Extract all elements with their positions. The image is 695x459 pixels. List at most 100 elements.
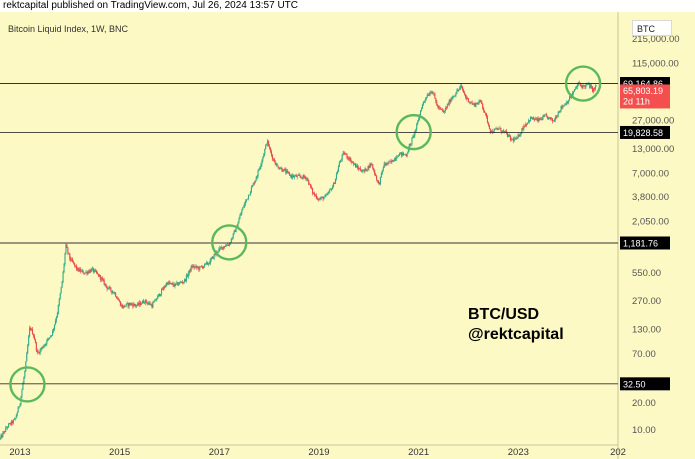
candle-body [179, 282, 181, 285]
candle-body [358, 168, 360, 170]
candle-body [274, 161, 276, 165]
candle-body [96, 272, 99, 274]
candle-body [94, 270, 96, 273]
candle-body [369, 163, 371, 168]
candle-body [216, 251, 218, 253]
candle-body [266, 144, 268, 146]
candle-body [515, 137, 517, 140]
candle-body [165, 283, 167, 286]
candle-body [581, 85, 583, 88]
candle-body [156, 298, 158, 301]
candle-body [36, 350, 38, 352]
candle-body [205, 262, 208, 264]
candle-body [322, 196, 324, 200]
candle-body [64, 253, 66, 264]
candle-body [204, 263, 207, 265]
candle-body [355, 163, 357, 168]
candle-body [268, 146, 271, 148]
candle-body [265, 144, 267, 150]
candle-body [475, 103, 477, 107]
candle-body [122, 305, 124, 309]
candle-body [529, 117, 532, 122]
candle-body [198, 267, 200, 270]
candle-body [449, 100, 451, 103]
candle-body [63, 263, 65, 273]
candle-body [398, 153, 401, 156]
y-tick-label: 70.00 [632, 349, 656, 360]
candle-body [450, 99, 452, 103]
candle-body [71, 259, 73, 261]
candle-body [576, 84, 578, 88]
candle-body [300, 176, 302, 178]
candle-body [57, 305, 59, 314]
candle-body [501, 131, 503, 133]
candle-body [37, 351, 39, 353]
candle-body [315, 195, 317, 199]
candle-body [152, 302, 154, 308]
candle-body [150, 304, 152, 306]
candle-body [433, 93, 435, 95]
candle-body [161, 289, 164, 290]
candle-body [172, 283, 174, 286]
candle-body [253, 183, 255, 184]
candle-body [567, 101, 569, 103]
candle-body [21, 389, 23, 397]
candle-body [595, 85, 597, 87]
candle-body [224, 246, 226, 248]
candle-body [100, 277, 102, 280]
candle-body [251, 185, 253, 188]
y-tick-label: 3,800.00 [632, 192, 669, 203]
candle-body [74, 262, 76, 266]
candle-body [484, 110, 486, 113]
x-tick-label: 2017 [209, 447, 230, 458]
chart-canvas[interactable]: 69,164.86 19,828.58 1,181.76 32.50 215,000.0… [0, 12, 695, 459]
candle-body [255, 178, 257, 181]
candle-body [206, 262, 208, 265]
candle-body [462, 86, 464, 91]
candle-body [444, 108, 446, 112]
candle-body [143, 302, 145, 304]
candle-body [312, 193, 315, 194]
candle-body [540, 118, 542, 120]
candle-body [260, 164, 262, 168]
candle-body [565, 103, 567, 105]
candle-body [459, 87, 461, 90]
candle-body [13, 418, 15, 420]
candle-body [570, 96, 572, 98]
candle-body [284, 169, 286, 170]
candle-body [591, 85, 593, 88]
candle-body [361, 171, 363, 173]
candle-body [533, 119, 535, 121]
candle-body [173, 285, 175, 287]
candle-body [210, 258, 212, 260]
candle-body [230, 238, 232, 243]
candle-body [9, 423, 12, 425]
candle-body [413, 135, 415, 137]
candle-body [557, 112, 559, 116]
candle-body [77, 267, 79, 272]
price-chart[interactable]: 69,164.86 19,828.58 1,181.76 32.50 215,000.0… [0, 12, 695, 459]
candle-body [340, 159, 342, 161]
candle-body [407, 151, 409, 154]
candle-body [401, 152, 403, 156]
candle-body [244, 203, 246, 207]
candle-body [164, 285, 166, 288]
candle-body [115, 292, 117, 297]
symbol-label[interactable]: BTC [632, 20, 672, 36]
candle-body [142, 300, 144, 303]
candle-body [111, 290, 113, 293]
candle-body [264, 149, 266, 155]
candle-body [82, 270, 84, 274]
candle-body [17, 407, 19, 413]
candle-body [74, 265, 77, 267]
candle-body [353, 162, 355, 164]
candle-body [552, 120, 554, 122]
candle-body [261, 160, 263, 165]
candle-body [332, 186, 334, 190]
y-tick-label: 270.00 [632, 296, 661, 307]
candle-body [464, 94, 467, 98]
candle-body [531, 117, 533, 119]
candle-body [39, 349, 41, 354]
candle-body [303, 175, 305, 178]
candle-body [148, 302, 150, 304]
